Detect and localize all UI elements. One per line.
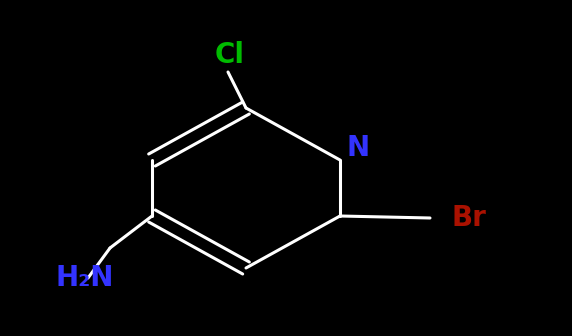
Text: H₂N: H₂N: [55, 264, 113, 292]
Text: N: N: [347, 134, 370, 162]
Text: Br: Br: [452, 204, 487, 232]
Text: Cl: Cl: [215, 41, 245, 69]
